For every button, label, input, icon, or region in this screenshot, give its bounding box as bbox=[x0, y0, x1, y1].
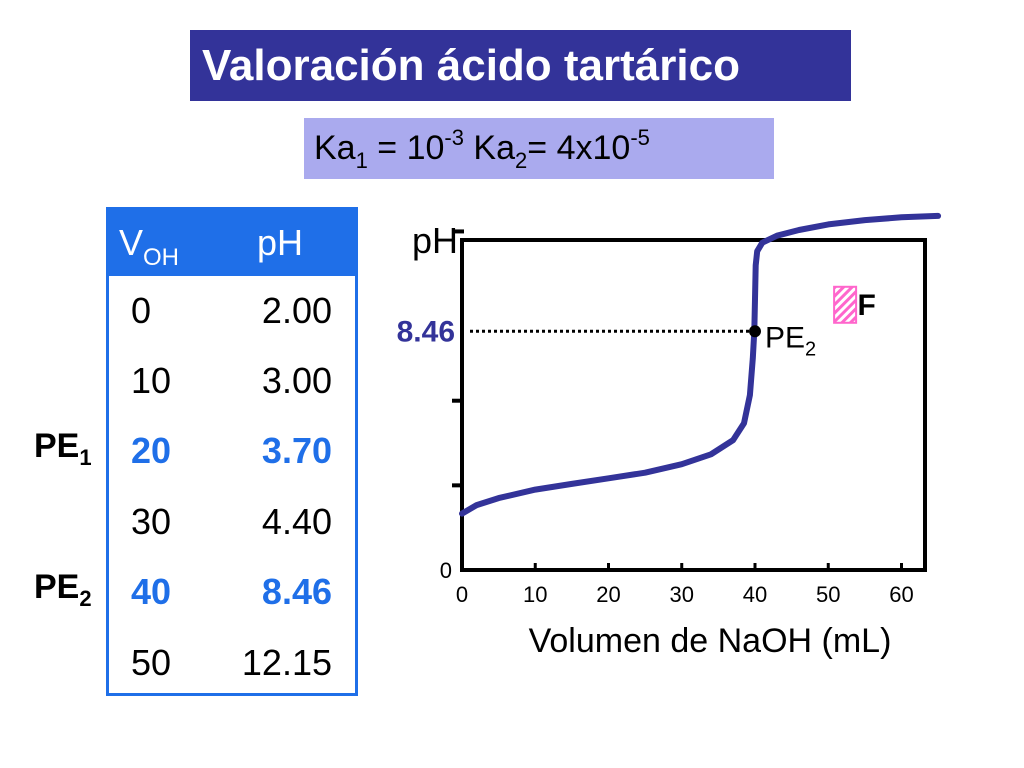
ph-cell: 12.15 bbox=[241, 642, 332, 683]
y-axis-label: pH bbox=[412, 220, 458, 261]
x-tick-label: 30 bbox=[670, 582, 694, 607]
ka1-sub: 1 bbox=[355, 148, 368, 173]
table-row: 30 4.40 bbox=[109, 501, 355, 561]
x-axis-ticks: 0 10 20 30 40 50 60 bbox=[456, 563, 914, 607]
plot-frame bbox=[460, 238, 927, 572]
ph-cell: 3.00 bbox=[261, 360, 332, 401]
table-row: 10 3.00 bbox=[109, 360, 355, 420]
ph-cell: 3.70 bbox=[261, 430, 332, 471]
ph-cell: 2.00 bbox=[261, 290, 332, 331]
volume-cell: 10 bbox=[131, 360, 172, 401]
header-volume-text: V bbox=[119, 222, 144, 263]
pe2-chart-label: PE2 bbox=[765, 321, 816, 360]
x-tick-label: 50 bbox=[816, 582, 840, 607]
ka1-exp: -3 bbox=[444, 125, 464, 150]
slide-title: Valoración ácido tartárico bbox=[190, 30, 851, 101]
y-axis-ticks bbox=[452, 229, 464, 488]
pe2-text: PE bbox=[34, 568, 80, 606]
pe1-sub: 1 bbox=[79, 445, 92, 470]
header-volume: VOH bbox=[119, 222, 179, 270]
table-header: VOH pH bbox=[109, 210, 355, 276]
indicator-label: F bbox=[858, 289, 876, 322]
x-axis-label: Volumen de NaOH (mL) bbox=[529, 622, 892, 660]
table-row-highlight: 40 8.46 bbox=[109, 571, 355, 631]
ph-cell: 4.40 bbox=[261, 501, 332, 542]
titration-curve bbox=[459, 212, 942, 517]
volume-cell: 20 bbox=[131, 430, 172, 471]
ka2-eq: = 4x10 bbox=[527, 129, 631, 167]
x-tick-label: 0 bbox=[456, 582, 468, 607]
indicator-hatched-marker bbox=[833, 285, 858, 324]
volume-cell: 30 bbox=[131, 501, 172, 542]
ka1-base: Ka bbox=[314, 129, 356, 167]
ph-cell: 8.46 bbox=[261, 571, 332, 612]
acid-constants: Ka1 = 10-3 Ka2= 4x10-5 bbox=[304, 118, 774, 179]
pe1-label: PE1 bbox=[34, 427, 92, 469]
ka2-sub: 2 bbox=[515, 148, 528, 173]
header-volume-sub: OH bbox=[143, 244, 180, 271]
table-row: 0 2.00 bbox=[109, 290, 355, 350]
pe1-text: PE bbox=[34, 427, 80, 465]
reference-value-label: 8.46 bbox=[397, 315, 455, 348]
ka2-base: Ka bbox=[463, 129, 516, 167]
volume-cell: 40 bbox=[131, 571, 172, 612]
y-tick-label-zero: 0 bbox=[440, 558, 452, 583]
pe2-chart-sub: 2 bbox=[805, 338, 816, 360]
titration-table: VOH pH 0 2.00 10 3.00 20 3.70 30 4.40 40… bbox=[106, 207, 358, 696]
header-ph: pH bbox=[257, 222, 304, 263]
table-row: 50 12.15 bbox=[109, 642, 355, 702]
x-tick-label: 10 bbox=[523, 582, 547, 607]
volume-cell: 0 bbox=[131, 290, 152, 331]
x-tick-label: 60 bbox=[889, 582, 913, 607]
ka1-eq: = 10 bbox=[367, 129, 445, 167]
ka2-exp: -5 bbox=[630, 125, 650, 150]
pe2-chart-text: PE bbox=[765, 321, 805, 354]
volume-cell: 50 bbox=[131, 642, 172, 683]
x-tick-label: 20 bbox=[596, 582, 620, 607]
x-tick-label: 40 bbox=[743, 582, 767, 607]
table-row-highlight: 20 3.70 bbox=[109, 430, 355, 490]
equivalence-point-marker bbox=[749, 325, 761, 338]
pe2-label: PE2 bbox=[34, 568, 92, 610]
pe2-sub: 2 bbox=[79, 586, 92, 611]
